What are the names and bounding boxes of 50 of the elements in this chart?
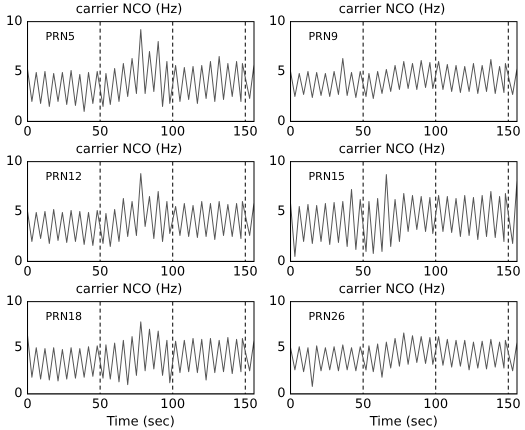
annotation: PRN5 [46, 30, 76, 43]
x-axis-title: Time (sec) [106, 414, 175, 430]
chart-title: carrier NCO (Hz) [76, 282, 182, 298]
chart-title: carrier NCO (Hz) [338, 142, 446, 158]
y-tick-label: 10 [6, 154, 23, 169]
x-tick-label: 100 [423, 124, 448, 140]
chart-title: carrier NCO (Hz) [338, 2, 446, 18]
x-tick-label: 150 [232, 124, 258, 140]
y-tick-label: 10 [268, 154, 286, 169]
y-tick-label: 5 [277, 340, 286, 356]
x-tick-label: 100 [423, 264, 448, 280]
y-tick-label: 10 [6, 294, 23, 309]
x-tick-label: 50 [92, 396, 108, 412]
y-tick-label: 5 [14, 204, 23, 219]
y-tick-label: 0 [14, 386, 23, 402]
x-tick-label: 100 [160, 264, 186, 280]
annotation: PRN15 [308, 170, 346, 183]
y-tick-label: 0 [14, 114, 23, 129]
x-tick-label: 100 [160, 124, 186, 140]
x-tick-label: 100 [160, 396, 186, 412]
chart-title: carrier NCO (Hz) [76, 142, 182, 158]
y-tick-label: 10 [6, 14, 23, 29]
chart-title: carrier NCO (Hz) [76, 2, 182, 18]
annotation: PRN12 [46, 170, 82, 183]
y-tick-label: 5 [277, 64, 286, 79]
y-tick-label: 10 [268, 14, 286, 29]
x-tick-label: 150 [232, 264, 258, 280]
x-tick-label: 150 [496, 124, 521, 140]
x-tick-label: 150 [232, 396, 258, 412]
y-tick-label: 5 [14, 340, 23, 356]
annotation: PRN26 [308, 310, 346, 323]
y-tick-label: 0 [277, 254, 286, 269]
y-tick-label: 0 [14, 254, 23, 269]
x-tick-label: 50 [354, 396, 372, 412]
x-tick-label: 50 [92, 124, 108, 140]
x-tick-label: 50 [354, 124, 372, 140]
chart-title: carrier NCO (Hz) [338, 282, 446, 298]
x-tick-label: 150 [496, 396, 521, 412]
y-tick-label: 5 [277, 204, 286, 219]
annotation: PRN9 [308, 30, 338, 43]
x-tick-label: 150 [496, 264, 521, 280]
y-tick-label: 0 [277, 114, 286, 129]
y-tick-label: 10 [268, 294, 286, 309]
x-tick-label: 50 [92, 264, 108, 280]
x-tick-label: 100 [423, 396, 448, 412]
annotation: PRN18 [46, 310, 82, 323]
x-tick-label: 50 [354, 264, 372, 280]
y-tick-label: 5 [14, 64, 23, 79]
y-tick-label: 0 [277, 386, 286, 402]
x-axis-title: Time (sec) [368, 414, 438, 430]
